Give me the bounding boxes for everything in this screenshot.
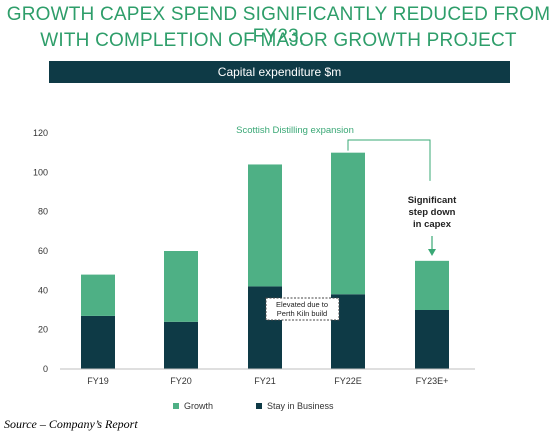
annotation-elevated-box — [265, 297, 340, 321]
legend-label: Stay in Business — [267, 401, 334, 411]
legend-swatch — [173, 403, 179, 409]
source-note: Source – Company’s Report — [4, 417, 138, 431]
bar-growth — [415, 260, 449, 310]
bar-stay-in-business — [415, 310, 449, 369]
y-tick-label: 80 — [38, 207, 48, 217]
bar-growth — [81, 274, 115, 316]
bar-growth — [164, 251, 198, 322]
y-tick-label: 120 — [33, 128, 48, 138]
bar-growth — [248, 164, 282, 287]
y-tick-label: 20 — [38, 325, 48, 335]
x-tick-label: FY21 — [254, 376, 276, 386]
y-tick-label: 0 — [43, 364, 48, 374]
y-tick-label: 100 — [33, 167, 48, 177]
annotation-step-down: step down — [409, 207, 456, 218]
annotation-scottish: Scottish Distilling expansion — [236, 125, 354, 136]
annotation-step-down: in capex — [413, 219, 452, 230]
y-tick-label: 60 — [38, 246, 48, 256]
annotation-step-down: Significant — [408, 195, 457, 206]
annotation-connector — [347, 139, 431, 181]
x-tick-label: FY19 — [87, 376, 109, 386]
bar-stay-in-business — [164, 321, 198, 369]
chart-title-banner: Capital expenditure $m — [49, 61, 510, 83]
x-tick-label: FY22E — [334, 376, 362, 386]
bar-stay-in-business — [81, 315, 115, 369]
annotation-elevated: Elevated due to — [276, 300, 328, 309]
x-tick-label: FY23E+ — [416, 376, 449, 386]
x-tick-label: FY20 — [170, 376, 192, 386]
headline-line-1: GROWTH CAPEX SPEND SIGNIFICANTLY REDUCED… — [6, 4, 551, 47]
legend-swatch — [256, 403, 262, 409]
y-tick-label: 40 — [38, 285, 48, 295]
headline-line-2: WITH COMPLETION OF MAJOR GROWTH PROJECT — [40, 30, 517, 51]
legend-label: Growth — [184, 401, 213, 411]
annotation-arrowhead — [428, 249, 436, 256]
annotation-elevated: Perth Kiln build — [277, 309, 327, 318]
bar-growth — [331, 152, 365, 295]
